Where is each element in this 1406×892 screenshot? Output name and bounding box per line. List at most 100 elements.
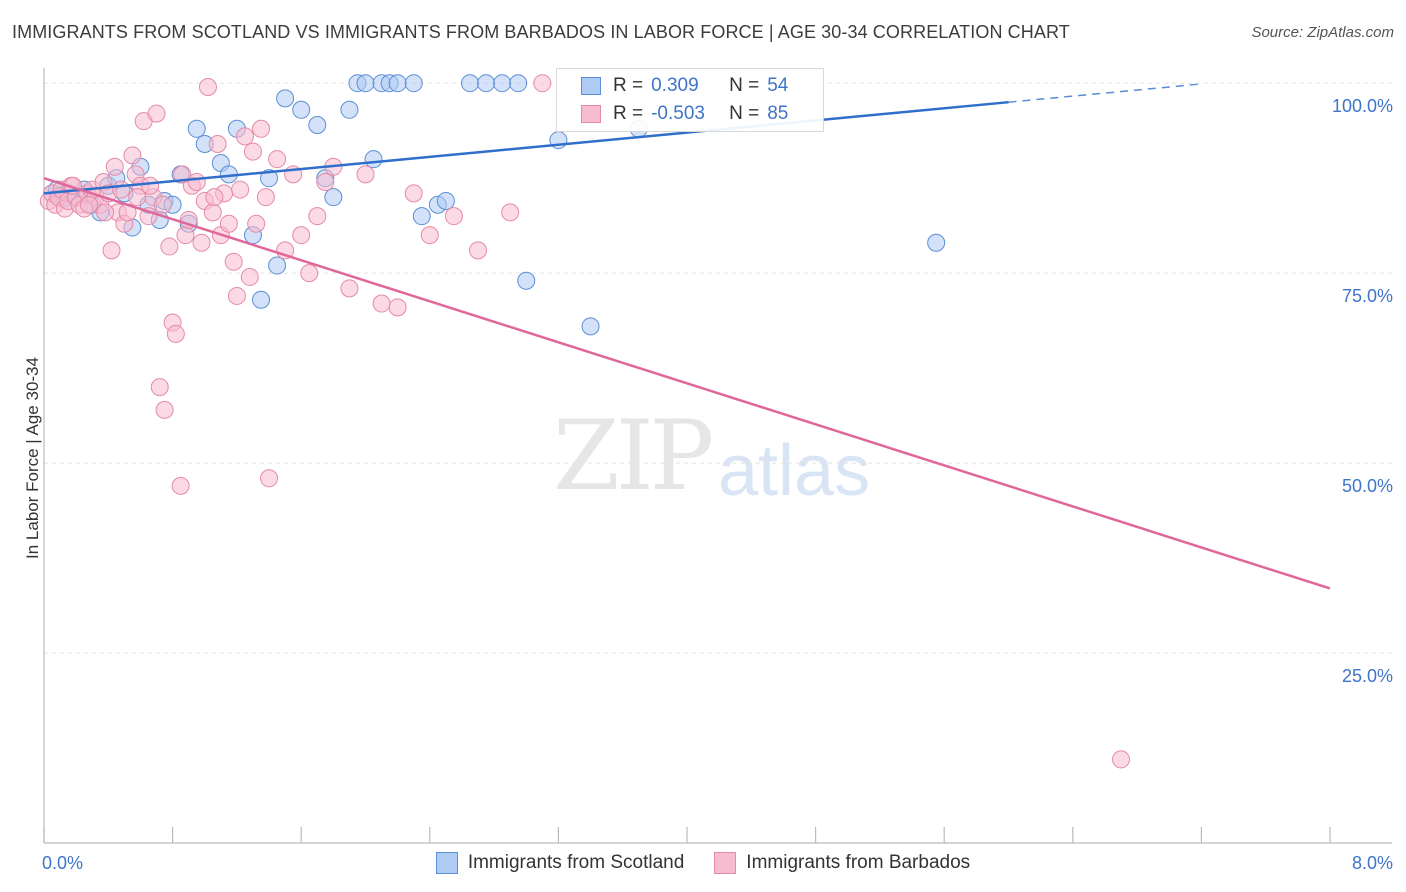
point-barbados (203, 203, 222, 222)
point-barbados (243, 142, 262, 161)
point-barbados (247, 214, 266, 233)
point-barbados (300, 264, 319, 283)
point-barbados (240, 267, 259, 286)
legend-item-barbados[interactable]: Immigrants from Barbados (714, 852, 970, 874)
barbados-swatch (581, 105, 601, 123)
x-tick-label: 8.0% (1352, 853, 1393, 873)
point-barbados (388, 298, 407, 317)
r-value: -0.503 (651, 103, 705, 124)
point-barbados (147, 104, 166, 123)
point-barbados (171, 476, 190, 495)
watermark-zip: ZIP (553, 400, 714, 512)
r-label: R = (613, 103, 644, 124)
point-scotland (340, 100, 359, 119)
point-barbados (235, 127, 254, 146)
point-barbados (340, 279, 359, 298)
point-barbados (1112, 750, 1131, 769)
point-barbados (219, 214, 238, 233)
point-barbados (208, 134, 227, 153)
watermark-atlas: atlas (718, 431, 871, 511)
point-barbados (533, 74, 552, 93)
scotland-swatch (435, 852, 458, 874)
point-barbados (112, 180, 131, 199)
point-barbados (469, 241, 488, 260)
point-barbados (224, 252, 243, 271)
trend-line-scotland-extension (1008, 83, 1202, 103)
barbados-swatch (714, 852, 737, 874)
point-scotland (364, 150, 383, 169)
y-tick-label: 75.0% (1342, 286, 1393, 306)
point-scotland (927, 233, 946, 252)
trend-line-barbados (43, 176, 1331, 590)
point-barbados (356, 165, 375, 184)
point-scotland (581, 317, 600, 336)
point-barbados (123, 146, 142, 165)
point-barbados (166, 324, 185, 343)
legend-label-barbados: Immigrants from Barbados (746, 852, 971, 873)
n-value: 85 (767, 103, 789, 124)
n-label: N = (729, 103, 760, 124)
point-barbados (205, 188, 224, 207)
point-barbados (105, 157, 124, 176)
point-barbados (102, 241, 121, 260)
legend-item-scotland[interactable]: Immigrants from Scotland (435, 852, 685, 874)
point-barbados (150, 378, 169, 397)
trend-lines (43, 83, 1331, 590)
point-scotland (517, 271, 536, 290)
point-barbados (176, 226, 195, 245)
point-barbados (141, 176, 160, 195)
point-scotland (460, 74, 479, 93)
legend-label-scotland: Immigrants from Scotland (467, 852, 685, 873)
point-scotland (388, 74, 407, 93)
point-barbados (501, 203, 520, 222)
point-barbados (260, 469, 279, 488)
point-barbados (160, 237, 179, 256)
point-barbados (256, 188, 275, 207)
point-barbados (316, 172, 335, 191)
point-scotland (324, 188, 343, 207)
point-scotland (276, 89, 295, 108)
legend-row-scotland: R = 0.309 N = 54 (581, 75, 788, 97)
r-value: 0.309 (651, 75, 699, 96)
point-barbados (404, 184, 423, 203)
point-barbados (444, 207, 463, 226)
y-tick-label: 50.0% (1342, 476, 1393, 496)
point-barbados (128, 188, 147, 207)
axis-ticks: 25.0% 50.0% 75.0% 100.0% 0.0% 8.0% (42, 96, 1393, 873)
point-scotland (268, 256, 287, 275)
grid-lines (44, 82, 1392, 654)
y-axis-label: In Labor Force | Age 30-34 (23, 357, 42, 559)
point-scotland (260, 169, 279, 188)
point-barbados (252, 119, 271, 138)
point-barbados (231, 180, 250, 199)
x-tick-label: 0.0% (42, 853, 83, 873)
point-barbados (198, 77, 217, 96)
chart-title: IMMIGRANTS FROM SCOTLAND VS IMMIGRANTS F… (12, 22, 1070, 42)
point-barbados (155, 400, 174, 419)
point-scotland (292, 100, 311, 119)
point-barbados (80, 195, 99, 214)
point-scotland (404, 74, 423, 93)
point-scotland (356, 74, 375, 93)
legend-row-barbados: R = -0.503 N = 85 (581, 103, 788, 125)
point-scotland (252, 290, 271, 309)
point-scotland (436, 191, 455, 210)
trend-line-scotland (43, 100, 1009, 195)
n-label: N = (729, 75, 760, 96)
point-scotland (308, 115, 327, 134)
series-legend: Immigrants from Scotland Immigrants from… (0, 852, 1406, 874)
point-barbados (96, 203, 115, 222)
scotland-swatch (581, 77, 601, 95)
point-barbados (308, 207, 327, 226)
point-scotland (187, 119, 206, 138)
correlation-legend: R = 0.309 N = 54 R = -0.503 N = 85 (556, 68, 824, 132)
r-label: R = (613, 75, 644, 96)
point-barbados (372, 294, 391, 313)
y-tick-label: 25.0% (1342, 666, 1393, 686)
source-label: Source: ZipAtlas.com (1251, 24, 1394, 41)
point-barbados (292, 226, 311, 245)
point-barbados (173, 165, 192, 184)
point-scotland (477, 74, 496, 93)
point-scotland (493, 74, 512, 93)
